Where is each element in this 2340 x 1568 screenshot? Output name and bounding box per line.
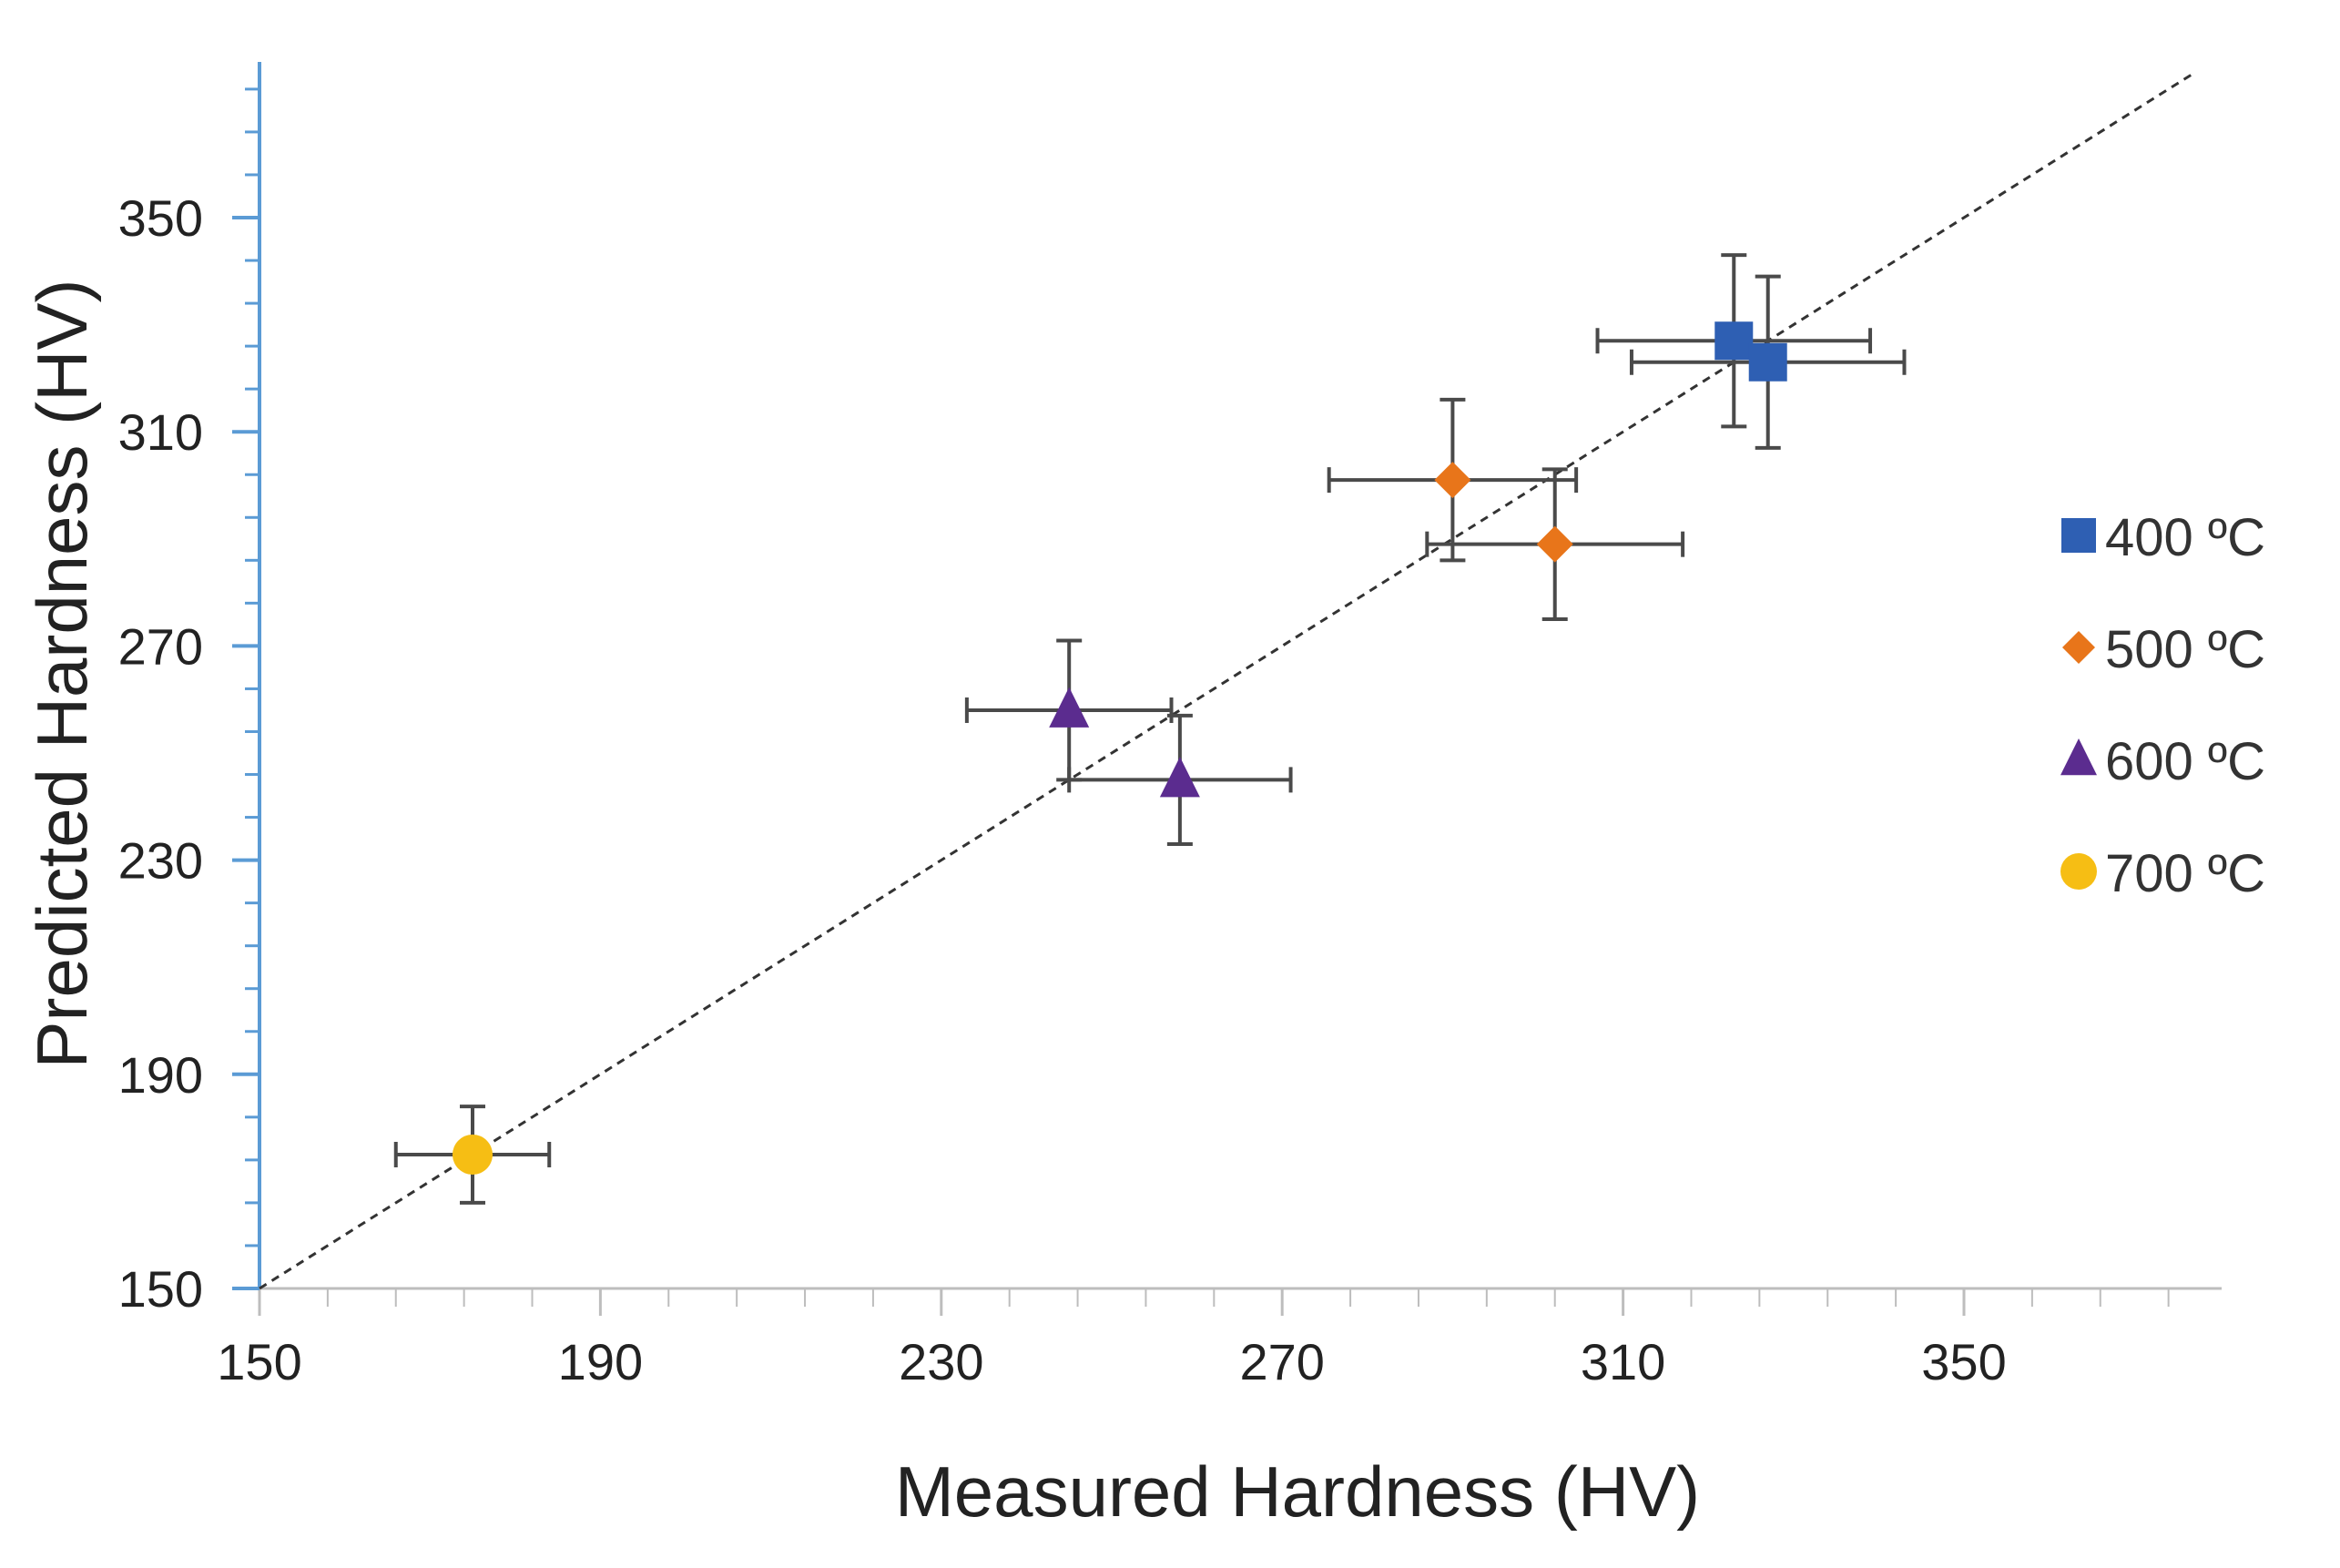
data-point-square <box>1714 321 1754 361</box>
legend-marker-triangle <box>2060 738 2097 776</box>
y-tick-label: 350 <box>118 189 203 247</box>
reference-line-group <box>259 71 2195 1290</box>
y-tick-label: 310 <box>118 403 203 461</box>
tick-labels: 150 190 230 270 310 350 150 190 230 270 310 350 <box>118 189 2007 1390</box>
x-axis-title: Measured Hardness (HV) <box>895 1451 1700 1532</box>
y-tick-label: 150 <box>118 1260 203 1318</box>
legend-marker-diamond <box>2062 631 2095 664</box>
data-point-diamond <box>1434 462 1471 499</box>
y-tick-label: 190 <box>118 1046 203 1104</box>
data-point-diamond <box>1536 525 1573 563</box>
x-tick-label: 150 <box>217 1333 301 1390</box>
y-tick-label: 270 <box>118 617 203 675</box>
x-tick-label: 310 <box>1581 1333 1665 1390</box>
axis-minor-ticks <box>232 87 2170 1316</box>
data-point-circle <box>453 1135 493 1175</box>
reference-line-y-equals-x <box>259 71 2195 1290</box>
x-tick-label: 350 <box>1921 1333 2006 1390</box>
legend-label: 500 ºC <box>2105 620 2265 679</box>
y-tick-label: 230 <box>118 832 203 890</box>
x-tick-label: 190 <box>558 1333 643 1390</box>
legend: 400 ºC 500 ºC 600 ºC 700 ºC <box>2060 508 2265 903</box>
legend-marker-square <box>2061 518 2096 553</box>
x-tick-label: 230 <box>899 1333 983 1390</box>
x-tick-label: 270 <box>1239 1333 1324 1390</box>
data-point-triangle <box>1049 687 1090 728</box>
data-point-triangle <box>1159 757 1200 798</box>
legend-marker-circle <box>2060 853 2097 890</box>
data-point-square <box>1748 342 1787 382</box>
legend-label: 600 ºC <box>2105 732 2265 791</box>
axes <box>258 62 2222 1290</box>
legend-label: 400 ºC <box>2105 508 2265 567</box>
y-axis-title: Predicted Hardness (HV) <box>22 280 102 1069</box>
data-points <box>453 321 1787 1175</box>
legend-label: 700 ºC <box>2105 844 2265 903</box>
